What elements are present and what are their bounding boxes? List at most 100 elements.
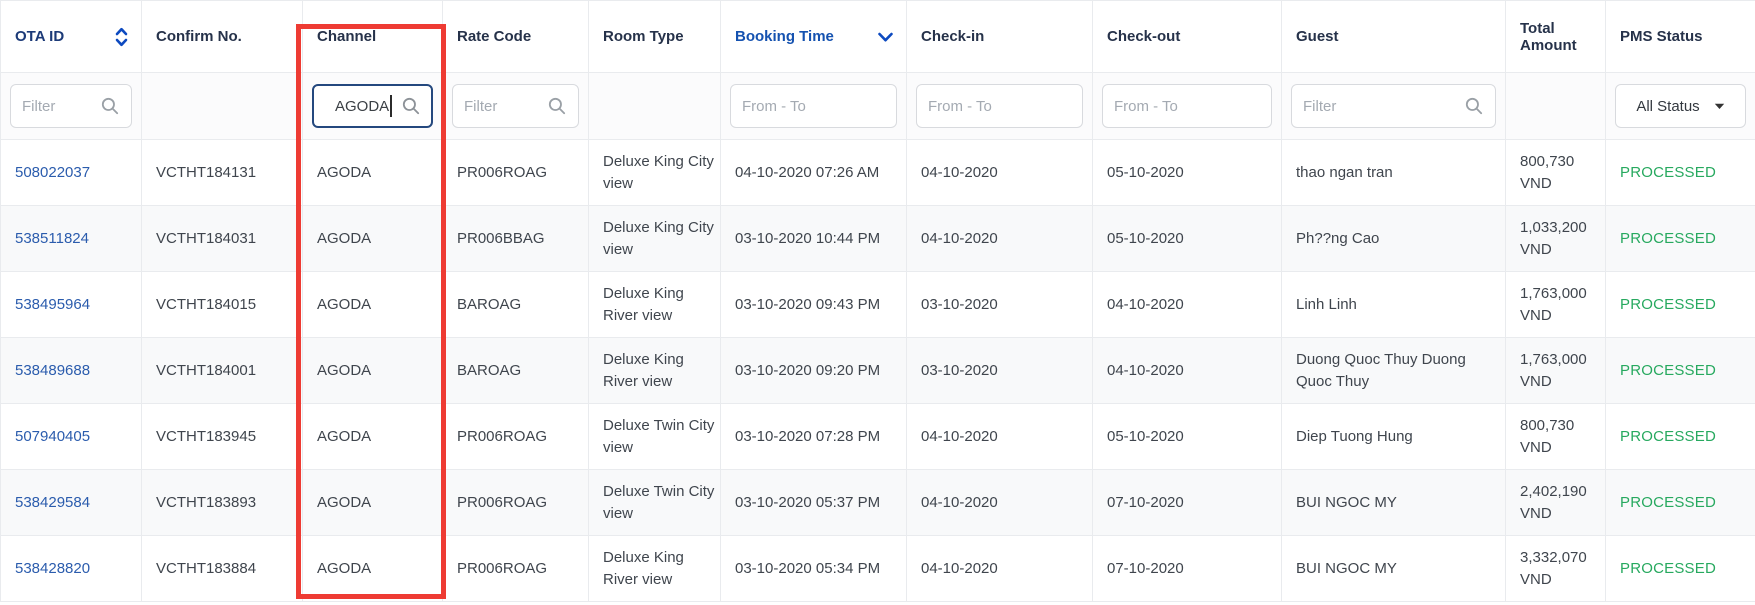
cell-rate-code: BAROAG [442, 271, 589, 338]
cell-check-in: 03-10-2020 [906, 271, 1093, 338]
cell-confirm-no: VCTHT183893 [141, 469, 303, 536]
guest-filter-input[interactable] [1291, 84, 1496, 128]
table-row: 507940405 VCTHT183945 AGODA PR006ROAG De… [0, 403, 1755, 470]
ota-id-link[interactable]: 538495964 [15, 295, 91, 313]
cell-check-in: 04-10-2020 [906, 205, 1093, 272]
cell-guest: Duong Quoc Thuy Duong Quoc Thuy [1281, 337, 1506, 404]
check-out-range-input[interactable] [1102, 84, 1272, 128]
filter-cell-check-out [1092, 72, 1282, 140]
ota-id-link[interactable]: 508022037 [15, 163, 91, 181]
ota-id-link[interactable]: 538428820 [15, 559, 91, 577]
cell-channel: AGODA [302, 271, 443, 338]
cell-check-out: 04-10-2020 [1092, 337, 1282, 404]
booking-time-range-field[interactable] [742, 97, 885, 115]
cell-confirm-no: VCTHT183945 [141, 403, 303, 470]
cell-channel: AGODA [302, 469, 443, 536]
column-header-pms-status: PMS Status [1605, 0, 1755, 73]
filter-cell-total-amount [1505, 72, 1606, 140]
cell-ota-id: 538495964 [0, 271, 142, 338]
table-row: 538428820 VCTHT183884 AGODA PR006ROAG De… [0, 535, 1755, 602]
cell-check-in: 04-10-2020 [906, 403, 1093, 470]
filter-cell-confirm-no [141, 72, 303, 140]
table-row: 508022037 VCTHT184131 AGODA PR006ROAG De… [0, 139, 1755, 206]
cell-rate-code: BAROAG [442, 337, 589, 404]
ota-id-link[interactable]: 507940405 [15, 427, 91, 445]
channel-filter-input[interactable]: AGODA [312, 84, 433, 128]
cell-booking-time: 03-10-2020 10:44 PM [720, 205, 907, 272]
status-badge: PROCESSED [1605, 205, 1755, 272]
cell-guest: BUI NGOC MY [1281, 469, 1506, 536]
chevron-down-icon[interactable] [877, 31, 894, 43]
status-badge: PROCESSED [1605, 271, 1755, 338]
search-icon[interactable] [401, 96, 421, 116]
cell-rate-code: PR006ROAG [442, 403, 589, 470]
column-header-ota-id[interactable]: OTA ID [0, 0, 142, 73]
cell-confirm-no: VCTHT184001 [141, 337, 303, 404]
sort-updown-icon[interactable] [114, 25, 129, 49]
channel-filter-value: AGODA [335, 97, 390, 115]
check-out-range-field[interactable] [1114, 97, 1260, 115]
cell-check-in: 03-10-2020 [906, 337, 1093, 404]
cell-confirm-no: VCTHT183884 [141, 535, 303, 602]
filter-cell-ota-id [0, 72, 142, 140]
table-row: 538511824 VCTHT184031 AGODA PR006BBAG De… [0, 205, 1755, 272]
column-header-total-amount: Total Amount [1505, 0, 1606, 73]
ota-id-filter-input[interactable] [10, 84, 132, 128]
column-header-check-in: Check-in [906, 0, 1093, 73]
cell-room-type: Deluxe Twin City view [588, 403, 721, 470]
search-icon[interactable] [547, 96, 567, 116]
ota-id-filter-field[interactable] [22, 97, 100, 115]
search-icon[interactable] [100, 96, 120, 116]
column-header-confirm-no: Confirm No. [141, 0, 303, 73]
cell-total-amount: 1,033,200 VND [1505, 205, 1606, 272]
cell-rate-code: PR006ROAG [442, 139, 589, 206]
cell-check-out: 07-10-2020 [1092, 469, 1282, 536]
cell-guest: thao ngan tran [1281, 139, 1506, 206]
column-header-channel: Channel [302, 0, 443, 73]
pms-status-selected-value: All Status [1636, 97, 1700, 115]
filter-cell-booking-time [720, 72, 907, 140]
ota-id-link[interactable]: 538429584 [15, 493, 91, 511]
cell-room-type: Deluxe King River view [588, 535, 721, 602]
cell-guest: Ph??ng Cao [1281, 205, 1506, 272]
status-badge: PROCESSED [1605, 337, 1755, 404]
check-in-range-field[interactable] [928, 97, 1071, 115]
cell-channel: AGODA [302, 403, 443, 470]
cell-check-in: 04-10-2020 [906, 535, 1093, 602]
table-row: 538495964 VCTHT184015 AGODA BAROAG Delux… [0, 271, 1755, 338]
check-in-range-input[interactable] [916, 84, 1083, 128]
column-header-booking-time[interactable]: Booking Time [720, 0, 907, 73]
rate-code-filter-field[interactable] [464, 97, 547, 115]
cell-check-in: 04-10-2020 [906, 469, 1093, 536]
ota-id-link[interactable]: 538511824 [15, 229, 89, 247]
cell-check-out: 05-10-2020 [1092, 139, 1282, 206]
column-label: Booking Time [735, 28, 834, 45]
guest-filter-field[interactable] [1303, 97, 1464, 115]
cell-booking-time: 03-10-2020 05:37 PM [720, 469, 907, 536]
cell-check-out: 05-10-2020 [1092, 403, 1282, 470]
cell-guest: Linh Linh [1281, 271, 1506, 338]
column-header-check-out: Check-out [1092, 0, 1282, 73]
filter-row: AGODA [0, 72, 1755, 140]
cell-ota-id: 538489688 [0, 337, 142, 404]
ota-id-link[interactable]: 538489688 [15, 361, 91, 379]
cell-total-amount: 1,763,000 VND [1505, 271, 1606, 338]
cell-channel: AGODA [302, 139, 443, 206]
rate-code-filter-input[interactable] [452, 84, 579, 128]
header-row: OTA ID Confirm No. Channel Rate Code Roo… [0, 0, 1755, 73]
cell-booking-time: 03-10-2020 09:43 PM [720, 271, 907, 338]
cell-room-type: Deluxe King River view [588, 337, 721, 404]
filter-cell-channel: AGODA [302, 72, 443, 140]
booking-time-range-input[interactable] [730, 84, 897, 128]
status-badge: PROCESSED [1605, 403, 1755, 470]
cell-ota-id: 508022037 [0, 139, 142, 206]
cell-confirm-no: VCTHT184131 [141, 139, 303, 206]
cell-booking-time: 04-10-2020 07:26 AM [720, 139, 907, 206]
cell-check-out: 05-10-2020 [1092, 205, 1282, 272]
cell-booking-time: 03-10-2020 05:34 PM [720, 535, 907, 602]
table-row: 538429584 VCTHT183893 AGODA PR006ROAG De… [0, 469, 1755, 536]
pms-status-select[interactable]: All Status [1615, 84, 1746, 128]
search-icon[interactable] [1464, 96, 1484, 116]
filter-cell-room-type [588, 72, 721, 140]
cell-room-type: Deluxe King River view [588, 271, 721, 338]
